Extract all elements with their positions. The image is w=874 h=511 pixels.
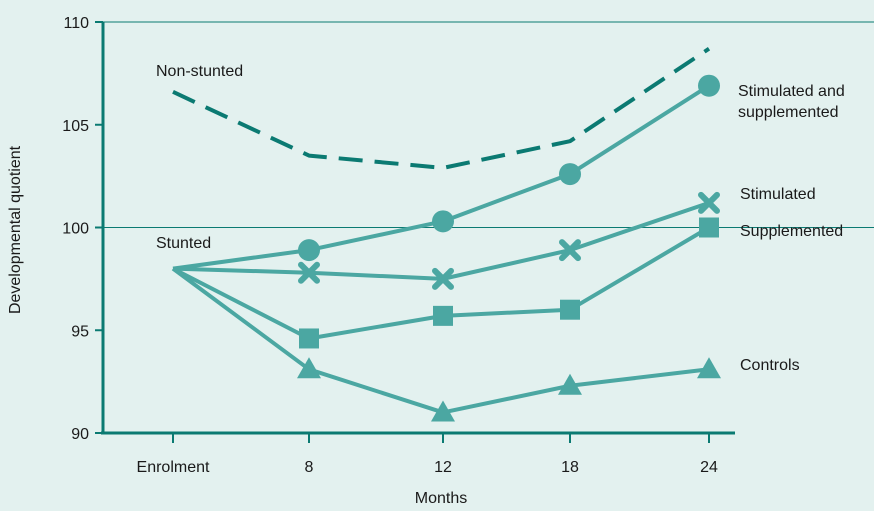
y-tick-label-90: 90	[71, 426, 89, 443]
group-label-non-stunted: Non-stunted	[156, 63, 243, 80]
marker-stimulated-24	[698, 191, 720, 214]
series-supplemented	[172, 217, 719, 349]
series-layer	[171, 47, 721, 422]
series-label-stimulated: Stimulated	[740, 186, 816, 203]
marker-stimulated-and-supplemented-18	[559, 163, 581, 186]
group-label-stunted: Stunted	[156, 235, 211, 252]
y-axis-title: Developmental quotient	[7, 145, 24, 314]
series-line-non-stunted	[172, 47, 711, 170]
marker-controls-12	[431, 400, 455, 422]
marker-stimulated-8	[298, 261, 320, 284]
y-tick-label-95: 95	[71, 323, 89, 340]
marker-controls-8	[297, 357, 321, 379]
series-stimulated	[172, 191, 720, 290]
x-axis-ticks: Enrolment 8 12 18 24	[137, 433, 718, 476]
x-tick-label-enrolment: Enrolment	[137, 459, 210, 476]
x-axis-title: Months	[415, 490, 467, 507]
y-tick-label-105: 105	[62, 118, 89, 135]
series-label-supplemented: Supplemented	[740, 223, 843, 240]
x-tick-label-18: 18	[561, 459, 579, 476]
series-label-stimulated-and-supplemented-line1: Stimulated and	[738, 83, 845, 100]
marker-controls-18	[558, 373, 582, 395]
x-tick-label-12: 12	[434, 459, 452, 476]
y-axis-ticks: 90 95 100 105 110	[62, 15, 103, 443]
marker-stimulated-12	[432, 267, 454, 290]
y-tick-label-100: 100	[62, 221, 89, 238]
series-stimulated-and-supplemented	[172, 74, 720, 271]
x-tick-label-8: 8	[305, 459, 314, 476]
marker-supplemented-18	[560, 299, 580, 320]
y-tick-label-110: 110	[63, 15, 89, 32]
marker-stimulated-and-supplemented-12	[432, 210, 454, 233]
marker-stimulated-18	[559, 239, 581, 262]
reference-lines	[103, 21, 874, 228]
marker-stimulated-and-supplemented-8	[298, 239, 320, 262]
marker-controls-24	[697, 357, 721, 379]
series-label-controls: Controls	[740, 357, 800, 374]
x-tick-label-24: 24	[700, 459, 718, 476]
series-non-stunted	[172, 47, 711, 170]
marker-supplemented-8	[299, 328, 319, 349]
marker-stimulated-and-supplemented-24	[698, 74, 720, 97]
series-controls	[171, 266, 721, 422]
marker-supplemented-24	[699, 217, 719, 238]
series-label-stimulated-and-supplemented-line2: supplemented	[738, 104, 839, 121]
marker-supplemented-12	[433, 305, 453, 326]
